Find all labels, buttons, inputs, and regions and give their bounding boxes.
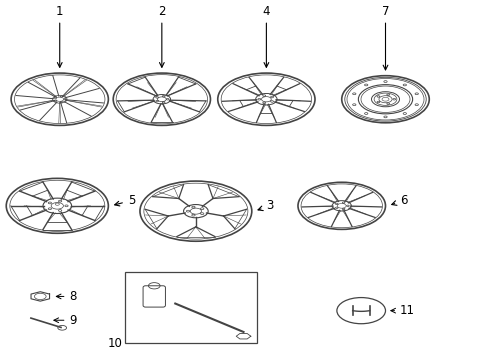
Text: 3: 3 xyxy=(258,199,273,212)
Text: 5: 5 xyxy=(115,194,135,207)
Text: 8: 8 xyxy=(56,290,77,303)
Text: 11: 11 xyxy=(390,304,414,317)
Bar xyxy=(125,271,256,343)
Text: 6: 6 xyxy=(391,194,407,207)
Text: 9: 9 xyxy=(54,314,77,327)
Text: 7: 7 xyxy=(381,5,388,70)
Text: 4: 4 xyxy=(262,5,269,67)
Text: 10: 10 xyxy=(108,337,122,350)
Text: 1: 1 xyxy=(56,5,63,67)
Text: 2: 2 xyxy=(158,5,165,67)
